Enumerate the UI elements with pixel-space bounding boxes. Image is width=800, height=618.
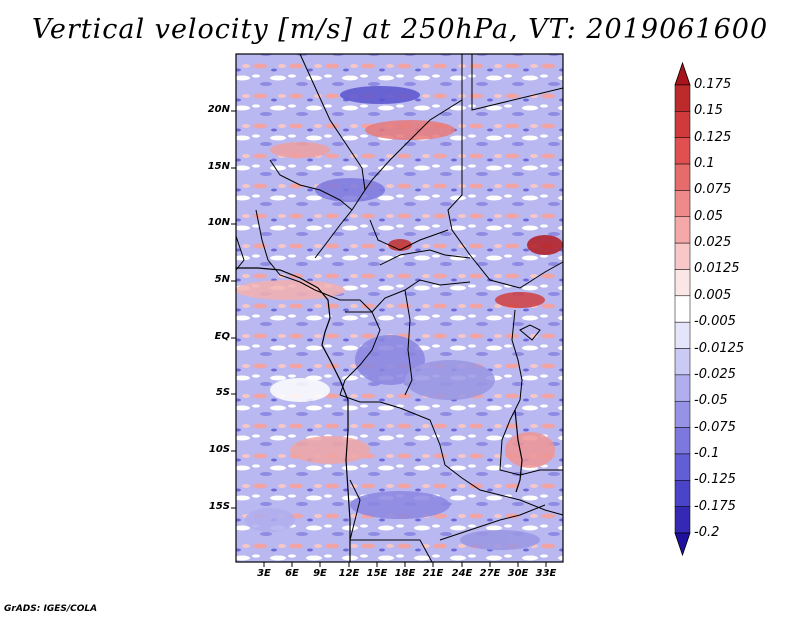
colorbar-label: -0.05 bbox=[694, 393, 728, 409]
lat-ticks bbox=[231, 110, 236, 509]
lon-label-12e: 12E bbox=[338, 568, 360, 579]
colorbar-swatch bbox=[674, 348, 691, 376]
colorbar-label: -0.005 bbox=[694, 314, 736, 330]
lon-label-21e: 21E bbox=[422, 568, 444, 579]
colorbar-label: -0.125 bbox=[694, 472, 736, 488]
colorbar-arrow-bottom bbox=[674, 532, 691, 557]
colorbar-swatch bbox=[674, 163, 691, 191]
colorbar-label: 0.025 bbox=[694, 235, 732, 251]
colorbar-swatch bbox=[674, 427, 691, 455]
colorbar-swatch bbox=[674, 190, 691, 218]
lat-label-5n: 5N bbox=[214, 274, 230, 285]
lon-label-30e: 30E bbox=[507, 568, 529, 579]
lat-label-15s: 15S bbox=[208, 501, 230, 512]
lon-label-3e: 3E bbox=[257, 568, 271, 579]
colorbar-swatch bbox=[674, 295, 691, 323]
map-frame bbox=[235, 53, 564, 563]
lon-label-33e: 33E bbox=[535, 568, 557, 579]
colorbar-label: -0.2 bbox=[694, 525, 720, 540]
colorbar-swatch bbox=[674, 400, 691, 428]
colorbar-swatch bbox=[674, 321, 691, 349]
lat-label-10n: 10N bbox=[207, 217, 230, 228]
colorbar-label: -0.1 bbox=[694, 445, 720, 461]
colorbar-label: -0.175 bbox=[694, 498, 736, 514]
colorbar-label: 0.075 bbox=[694, 182, 732, 198]
lat-label-20n: 20N bbox=[207, 104, 230, 115]
colorbar-label: -0.025 bbox=[694, 366, 736, 382]
lon-label-18e: 18E bbox=[394, 568, 416, 579]
colorbar-swatch bbox=[674, 242, 691, 270]
colorbar-swatch bbox=[674, 453, 691, 481]
colorbar-label: 0.15 bbox=[694, 103, 723, 119]
colorbar-swatch bbox=[674, 111, 691, 138]
colorbar-label: -0.075 bbox=[694, 419, 736, 435]
colorbar-label: 0.175 bbox=[694, 77, 732, 92]
colorbar-swatch bbox=[674, 137, 691, 165]
colorbar-swatch bbox=[674, 216, 691, 244]
colorbar-arrow-top bbox=[674, 61, 691, 86]
coastline bbox=[236, 267, 351, 562]
map-title: Vertical velocity [m/s] at 250hPa, VT: 2… bbox=[31, 14, 769, 45]
lat-label-10s: 10S bbox=[208, 444, 230, 455]
colorbar bbox=[674, 61, 691, 557]
colorbar-swatch bbox=[674, 84, 691, 112]
colorbar-label: 0.1 bbox=[694, 156, 715, 172]
colorbar-label: 0.0125 bbox=[694, 261, 740, 277]
lake-victoria bbox=[519, 324, 541, 341]
lon-label-15e: 15E bbox=[366, 568, 388, 579]
lat-label-eq: EQ bbox=[214, 331, 230, 342]
colorbar-swatch bbox=[674, 374, 691, 402]
lon-label-6e: 6E bbox=[285, 568, 299, 579]
country-borders bbox=[235, 53, 564, 563]
colorbar-label: -0.0125 bbox=[694, 340, 745, 356]
colorbar-label: 0.05 bbox=[694, 208, 723, 224]
lat-label-5s: 5S bbox=[215, 387, 230, 398]
colorbar-swatch bbox=[674, 506, 691, 534]
lake-outline bbox=[514, 409, 523, 493]
grads-credit: GrADS: IGES/COLA bbox=[4, 604, 98, 614]
lon-label-24e: 24E bbox=[451, 568, 473, 579]
colorbar-label: 0.005 bbox=[694, 287, 732, 303]
colorbar-swatch bbox=[674, 480, 691, 507]
lon-label-27e: 27E bbox=[479, 568, 501, 579]
velocity-highlights bbox=[235, 86, 563, 550]
colorbar-label: 0.125 bbox=[694, 129, 732, 145]
lat-label-15n: 15N bbox=[207, 161, 230, 172]
colorbar-swatch bbox=[674, 269, 691, 297]
lon-label-9e: 9E bbox=[313, 568, 327, 579]
lon-ticks bbox=[263, 562, 547, 567]
